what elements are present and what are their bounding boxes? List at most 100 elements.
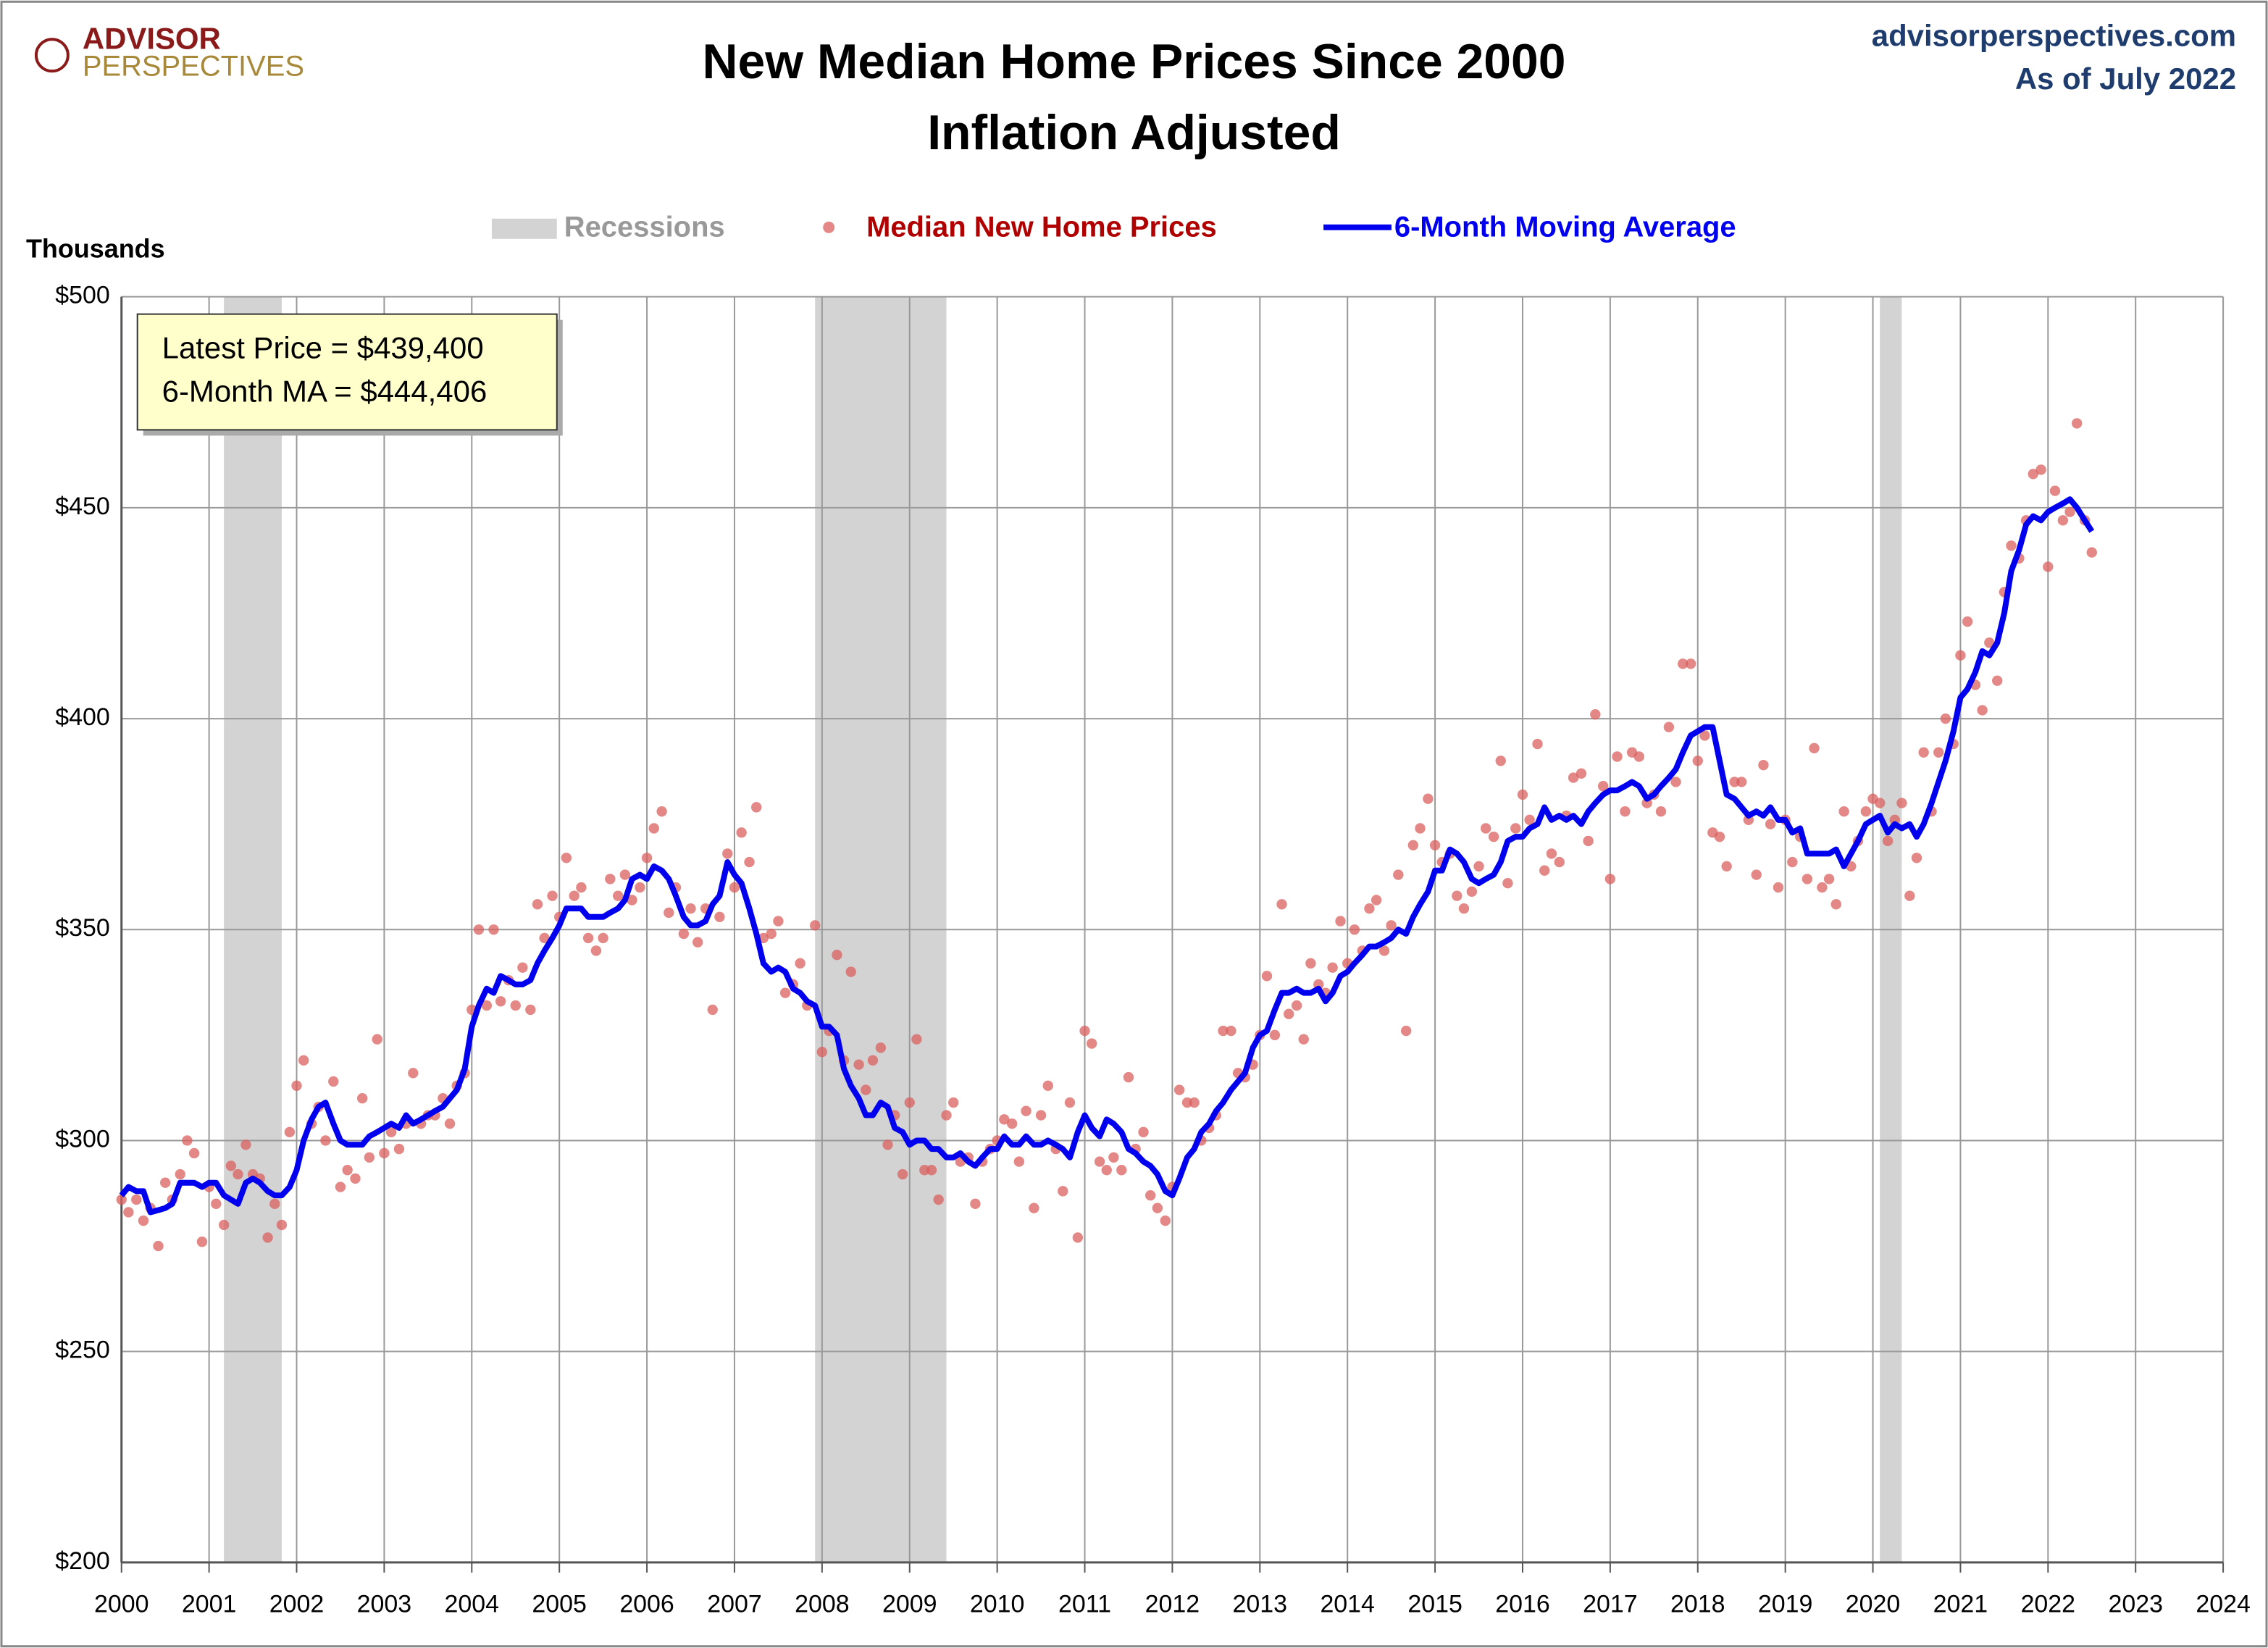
data-point	[948, 1097, 959, 1108]
data-point	[1160, 1215, 1171, 1226]
as-of: As of July 2022	[2015, 62, 2236, 96]
y-tick-label: $350	[55, 914, 110, 942]
data-point	[1678, 658, 1689, 669]
data-point	[488, 924, 499, 935]
data-point	[1583, 835, 1594, 847]
x-tick-label: 2007	[707, 1591, 762, 1618]
y-tick-label: $250	[55, 1337, 110, 1364]
data-point	[1298, 1034, 1309, 1045]
data-point	[1013, 1156, 1025, 1167]
data-point	[1736, 777, 1747, 787]
x-tick-label: 2006	[619, 1591, 674, 1618]
data-point	[1655, 806, 1667, 817]
data-point	[159, 1177, 171, 1188]
data-point	[123, 1207, 134, 1218]
data-point	[1094, 1156, 1105, 1167]
data-point	[525, 1004, 536, 1016]
x-tick-label: 2004	[445, 1591, 500, 1618]
legend-swatch	[823, 221, 835, 233]
data-point	[1173, 1084, 1185, 1095]
data-point	[853, 1059, 864, 1070]
data-point	[750, 802, 762, 813]
x-tick-label: 2016	[1495, 1591, 1550, 1618]
data-point	[1488, 831, 1499, 842]
data-point	[1830, 899, 1841, 910]
x-tick-label: 2013	[1233, 1591, 1288, 1618]
data-point	[1042, 1080, 1053, 1091]
chart-subtitle: Inflation Adjusted	[927, 106, 1341, 160]
data-point	[547, 890, 558, 901]
data-point	[1699, 730, 1710, 741]
data-point	[350, 1173, 361, 1184]
data-point	[605, 874, 616, 884]
data-point	[1378, 945, 1390, 956]
data-point	[284, 1126, 296, 1138]
data-point	[1692, 756, 1703, 766]
data-point	[1612, 751, 1623, 762]
data-point	[999, 1114, 1010, 1125]
data-point	[328, 1076, 339, 1087]
data-point	[517, 962, 528, 973]
data-point	[1546, 848, 1557, 859]
x-tick-label: 2001	[182, 1591, 236, 1618]
data-point	[1006, 1118, 1018, 1129]
legend-label: Median New Home Prices	[866, 211, 1217, 243]
data-point	[1116, 1165, 1127, 1176]
data-point	[1823, 874, 1835, 884]
data-point	[1058, 1186, 1068, 1197]
data-point	[648, 823, 659, 834]
data-point	[481, 1000, 493, 1011]
data-point	[1604, 874, 1616, 884]
data-point	[882, 1139, 893, 1150]
data-point	[1335, 916, 1346, 927]
data-point	[153, 1240, 164, 1252]
data-point	[393, 1143, 405, 1155]
data-point	[1495, 756, 1506, 766]
x-tick-label: 2019	[1758, 1591, 1813, 1618]
data-point	[335, 1181, 346, 1192]
x-tick-label: 2022	[2021, 1591, 2076, 1618]
data-point	[1918, 747, 1929, 758]
data-point	[408, 1068, 419, 1079]
data-point	[561, 853, 572, 863]
data-point	[1393, 869, 1404, 880]
chart-title: New Median Home Prices Since 2000	[702, 35, 1565, 89]
data-point	[2006, 540, 2017, 551]
data-point	[779, 987, 791, 998]
data-point	[897, 1168, 908, 1180]
data-point	[656, 806, 667, 817]
data-point	[744, 856, 755, 868]
data-point	[2043, 561, 2054, 572]
data-point	[1787, 856, 1798, 868]
data-point	[867, 1055, 879, 1066]
logo-text: ADVISOR	[83, 21, 221, 55]
data-point	[1773, 882, 1784, 893]
data-point	[116, 1194, 127, 1205]
data-point	[1327, 962, 1338, 973]
data-point	[1933, 747, 1944, 758]
data-point	[196, 1237, 208, 1247]
x-tick-label: 2024	[2196, 1591, 2251, 1618]
y-tick-label: $300	[55, 1125, 110, 1153]
data-point	[444, 1118, 456, 1129]
data-point	[1481, 823, 1491, 834]
x-tick-label: 2000	[94, 1591, 148, 1618]
data-point	[1145, 1189, 1156, 1201]
data-point	[1415, 823, 1426, 834]
data-point	[1276, 899, 1287, 910]
data-point	[678, 928, 690, 940]
data-point	[816, 1046, 828, 1058]
data-point	[138, 1215, 149, 1226]
data-point	[809, 920, 821, 931]
data-point	[845, 966, 856, 977]
data-point	[385, 1126, 397, 1138]
data-point	[1860, 806, 1872, 817]
data-point	[320, 1135, 331, 1146]
y-axis-label: Thousands	[26, 233, 165, 263]
x-tick-label: 2020	[1846, 1591, 1901, 1618]
data-point	[1568, 772, 1579, 783]
data-point	[1458, 903, 1470, 914]
data-point	[1226, 1025, 1236, 1037]
x-tick-label: 2015	[1407, 1591, 1463, 1618]
data-point	[211, 1198, 222, 1210]
